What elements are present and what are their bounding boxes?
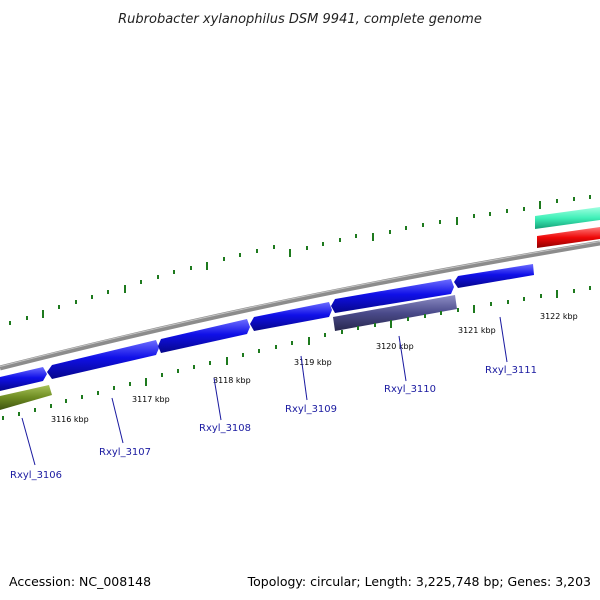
gene-reverse-green[interactable] (0, 385, 52, 410)
topology-summary-text: Topology: circular; Length: 3,225,748 bp… (247, 574, 591, 589)
leader-line (300, 355, 308, 401)
kbp-label: 3119 kbp (294, 358, 332, 367)
leader-line (111, 397, 124, 444)
kbp-label: 3120 kbp (376, 342, 414, 351)
outer-tick-row (9, 195, 591, 325)
leader-line (21, 417, 36, 466)
genome-backbone (0, 240, 600, 371)
gene-Rxyl_3110[interactable] (331, 279, 454, 313)
gene-Rxyl_3109[interactable] (250, 302, 332, 331)
kbp-label: 3121 kbp (458, 326, 496, 335)
gene-label-Rxyl_3108[interactable]: Rxyl_3108 (199, 423, 251, 434)
gene-label-Rxyl_3107[interactable]: Rxyl_3107 (99, 447, 151, 458)
red-feature[interactable] (537, 227, 600, 248)
forward-gene-track (0, 264, 534, 391)
leader-line (213, 377, 222, 421)
gene-Rxyl_3111[interactable] (454, 264, 534, 288)
leader-line (499, 316, 508, 363)
kbp-label: 3122 kbp (540, 312, 578, 321)
kbp-labels: 3116 kbp 3117 kbp 3118 kbp 3119 kbp 3120… (51, 312, 578, 424)
gene-label-Rxyl_3111[interactable]: Rxyl_3111 (485, 365, 537, 376)
gene-Rxyl_3106[interactable] (0, 367, 47, 391)
gene-labels: Rxyl_3106 Rxyl_3107 Rxyl_3108 Rxyl_3109 … (10, 365, 537, 481)
gene-label-Rxyl_3106[interactable]: Rxyl_3106 (10, 470, 62, 481)
gene-Rxyl_3108[interactable] (158, 319, 250, 353)
kbp-label: 3117 kbp (132, 395, 170, 404)
gene-label-Rxyl_3109[interactable]: Rxyl_3109 (285, 404, 337, 415)
leader-line (398, 335, 407, 382)
gene-Rxyl_3107[interactable] (47, 340, 159, 379)
cyan-feature[interactable] (535, 207, 600, 229)
accession-text: Accession: NC_008148 (9, 574, 151, 589)
genome-backbone-highlight (0, 241, 600, 367)
kbp-label: 3118 kbp (213, 376, 251, 385)
kbp-label: 3116 kbp (51, 415, 89, 424)
inner-tick-row (2, 286, 591, 420)
map-title: Rubrobacter xylanophilus DSM 9941, compl… (118, 12, 482, 27)
gene-label-Rxyl_3110[interactable]: Rxyl_3110 (384, 384, 436, 395)
gene-label-leaders (21, 316, 508, 466)
gene-reverse-purple[interactable] (333, 295, 457, 331)
